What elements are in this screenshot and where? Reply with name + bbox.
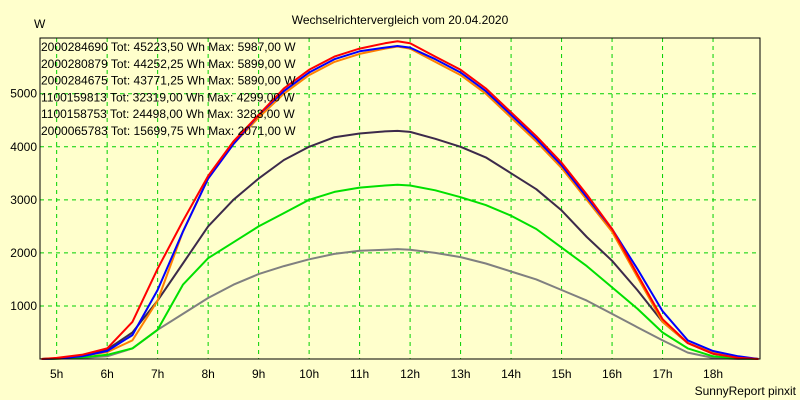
- series-line-1100159813: [41, 129, 759, 360]
- y-axis-unit: W: [34, 17, 46, 31]
- y-tick-label: 4000: [10, 140, 37, 154]
- series-line-2000280879: [41, 45, 759, 360]
- legend-entry-2000280879: 2000280879 Tot: 44252,25 Wh Max: 5899,00…: [41, 57, 296, 71]
- y-tick-label: 5000: [10, 87, 37, 101]
- x-tick-label: 18h: [703, 367, 723, 381]
- series-lines: [41, 40, 759, 360]
- x-tick-label: 12h: [400, 367, 420, 381]
- y-tick-label: 1000: [10, 299, 37, 313]
- x-tick-label: 16h: [602, 367, 622, 381]
- y-tick-label: 2000: [10, 246, 37, 260]
- x-tick-label: 8h: [201, 367, 214, 381]
- x-tick-label: 7h: [151, 367, 164, 381]
- credit-text: SunnyReport pinxit: [695, 384, 797, 398]
- legend-entry-1100159813: 1100159813 Tot: 32319,00 Wh Max: 4299,00…: [41, 90, 295, 104]
- x-tick-label: 17h: [653, 367, 673, 381]
- x-tick-label: 13h: [451, 367, 471, 381]
- legend-entry-2000284675: 2000284675 Tot: 43771,25 Wh Max: 5890,00…: [41, 74, 296, 88]
- y-tick-label: 3000: [10, 193, 37, 207]
- x-tick-label: 11h: [350, 367, 369, 381]
- plot-frame: [39, 37, 761, 360]
- grid: [40, 38, 760, 359]
- x-tick-label: 10h: [299, 367, 319, 381]
- series-line-2000284690: [41, 40, 759, 360]
- x-tick-label: 14h: [501, 367, 521, 381]
- x-tick-label: 9h: [252, 367, 265, 381]
- x-tick-label: 15h: [552, 367, 572, 381]
- legend: 2000284690 Tot: 45223,50 Wh Max: 5987,00…: [41, 40, 296, 138]
- legend-entry-1100158753: 1100158753 Tot: 24498,00 Wh Max: 3283,00…: [41, 107, 295, 121]
- series-line-1100158753: [41, 183, 759, 360]
- x-tick-label: 6h: [100, 367, 113, 381]
- chart-title: Wechselrichtervergleich vom 20.04.2020: [292, 13, 509, 27]
- x-tick-label: 5h: [50, 367, 63, 381]
- legend-entry-2000065783: 2000065783 Tot: 15699,75 Wh Max: 2071,00…: [41, 124, 296, 138]
- axis-ticks: 5h 6h 7h 8h 9h 10h 11h 12h 13h 14h 15h 16h 17h 18h 100…: [10, 87, 723, 381]
- legend-entry-2000284690: 2000284690 Tot: 45223,50 Wh Max: 5987,00…: [41, 40, 296, 54]
